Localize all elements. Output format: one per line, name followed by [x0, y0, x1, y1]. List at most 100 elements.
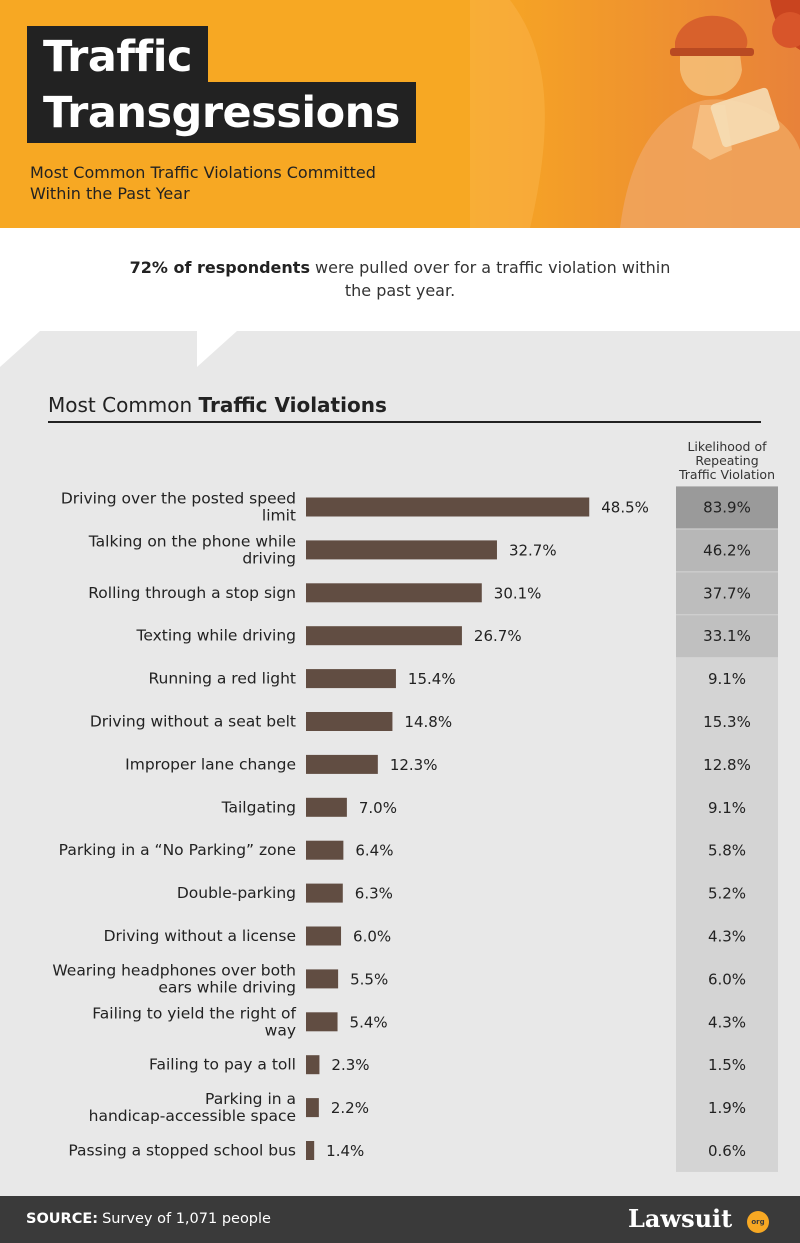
brand-logo: Lawsuit: [628, 1204, 733, 1233]
bar-value-label: 14.8%: [404, 713, 452, 731]
likelihood-label: 15.3%: [703, 713, 751, 731]
likelihood-label: 33.1%: [703, 627, 751, 645]
bar: [306, 669, 396, 689]
intro-panel: 72% of respondents were pulled over for …: [0, 228, 800, 331]
bar: [306, 712, 393, 731]
category-label: Parking in a “No Parking” zone: [59, 841, 296, 859]
bar: [306, 1098, 319, 1118]
likelihood-label: 4.3%: [708, 928, 746, 946]
likelihood-label: 0.6%: [708, 1142, 746, 1160]
chart-title: Most Common Traffic Violations: [48, 393, 387, 417]
speech-bubble-tail: [197, 331, 237, 367]
likelihood-cell: [676, 829, 778, 872]
likelihood-label: 83.9%: [703, 499, 751, 517]
bar-value-label: 48.5%: [601, 499, 649, 517]
source-line: SOURCE: Survey of 1,071 people: [26, 1211, 271, 1227]
category-label: Failing to pay a toll: [149, 1056, 296, 1074]
intro-highlight: 72% of respondents: [129, 258, 310, 277]
bar-value-label: 2.3%: [331, 1056, 369, 1074]
category-label: Failing to yield the right of way: [92, 1004, 296, 1039]
bar: [306, 840, 344, 860]
category-label: Tailgating: [221, 798, 296, 816]
category-label: Driving over the posted speed limit: [61, 490, 296, 525]
header-banner: Traffic Transgressions Most Common Traff…: [0, 0, 800, 228]
category-label: Double-parking: [177, 884, 296, 902]
bar: [306, 883, 343, 903]
footer: SOURCE: Survey of 1,071 people Lawsuit or…: [0, 1196, 800, 1243]
title-line-1: Traffic: [27, 26, 208, 87]
header-subtitle: Most Common Traffic Violations Committed…: [30, 163, 376, 203]
bar: [306, 583, 482, 603]
bar: [306, 626, 462, 646]
likelihood-cell: [676, 1001, 778, 1044]
bar: [306, 1055, 320, 1075]
category-label: Improper lane change: [125, 755, 296, 773]
bar-value-label: 2.2%: [331, 1099, 369, 1117]
likelihood-column-header: Likelihood of Repeating Traffic Violatio…: [678, 439, 775, 482]
speech-bubble-notch: [0, 331, 40, 367]
bar-value-label: 15.4%: [408, 670, 456, 688]
likelihood-label: 4.3%: [708, 1013, 746, 1031]
title-line-2: Transgressions: [27, 82, 416, 143]
title-rule: [48, 421, 761, 423]
bar-value-label: 6.0%: [353, 928, 391, 946]
likelihood-label: 9.1%: [708, 799, 746, 817]
category-label: Driving without a license: [104, 927, 296, 945]
bar: [306, 540, 497, 560]
likelihood-cell: [676, 958, 778, 1001]
likelihood-label: 12.8%: [703, 756, 751, 774]
bar: [306, 797, 347, 817]
category-label: Talking on the phone while driving: [88, 532, 296, 567]
likelihood-label: 1.9%: [708, 1099, 746, 1117]
brand-suffix: org: [747, 1211, 769, 1233]
bar-value-label: 5.5%: [350, 970, 388, 988]
bar-value-label: 26.7%: [474, 627, 522, 645]
category-label: Parking in a handicap-accessible space: [89, 1090, 296, 1125]
category-label: Wearing headphones over both ears while d…: [52, 961, 296, 996]
source-label: SOURCE:: [26, 1211, 99, 1227]
category-label: Texting while driving: [136, 627, 296, 645]
likelihood-cell: [676, 1044, 778, 1087]
likelihood-cell: [676, 786, 778, 829]
likelihood-cell: [676, 529, 778, 572]
intro-text: 72% of respondents were pulled over for …: [120, 256, 680, 302]
bar-value-label: 12.3%: [390, 756, 438, 774]
likelihood-label: 46.2%: [703, 541, 751, 559]
likelihood-label: 9.1%: [708, 670, 746, 688]
likelihood-cell: [676, 486, 778, 529]
bar: [306, 1141, 315, 1160]
likelihood-cell: [676, 1087, 778, 1130]
likelihood-cell: [676, 701, 778, 743]
likelihood-label: 5.8%: [708, 842, 746, 860]
bar-value-label: 32.7%: [509, 541, 557, 559]
violations-bar-chart: Driving over the posted speed limit 48.5% 8…: [52, 486, 778, 1172]
bar-value-label: 6.3%: [355, 885, 393, 903]
bar: [306, 1012, 338, 1032]
likelihood-cell: [676, 572, 778, 615]
bar-value-label: 6.4%: [355, 842, 393, 860]
source-text: Survey of 1,071 people: [102, 1211, 271, 1227]
category-label: Passing a stopped school bus: [68, 1142, 296, 1160]
likelihood-cell: [676, 915, 778, 958]
police-officer-photo: [470, 0, 800, 228]
bar: [306, 926, 342, 946]
bar: [306, 969, 339, 989]
intro-rest: were pulled over for a traffic violation…: [309, 258, 671, 300]
bar: [306, 497, 590, 517]
bar: [306, 754, 378, 774]
likelihood-cell: [676, 615, 778, 658]
category-label: Running a red light: [148, 670, 296, 688]
likelihood-label: 6.0%: [708, 970, 746, 988]
bar-value-label: 30.1%: [494, 584, 542, 602]
bar-value-label: 7.0%: [359, 799, 397, 817]
category-label: Driving without a seat belt: [90, 713, 296, 731]
bar-value-label: 1.4%: [326, 1142, 364, 1160]
likelihood-label: 5.2%: [708, 885, 746, 903]
category-label: Rolling through a stop sign: [88, 584, 296, 602]
likelihood-cell: [676, 872, 778, 915]
likelihood-label: 1.5%: [708, 1056, 746, 1074]
likelihood-cell: [676, 1130, 778, 1172]
likelihood-cell: [676, 658, 778, 701]
bar-value-label: 5.4%: [350, 1013, 388, 1031]
likelihood-cell: [676, 743, 778, 786]
